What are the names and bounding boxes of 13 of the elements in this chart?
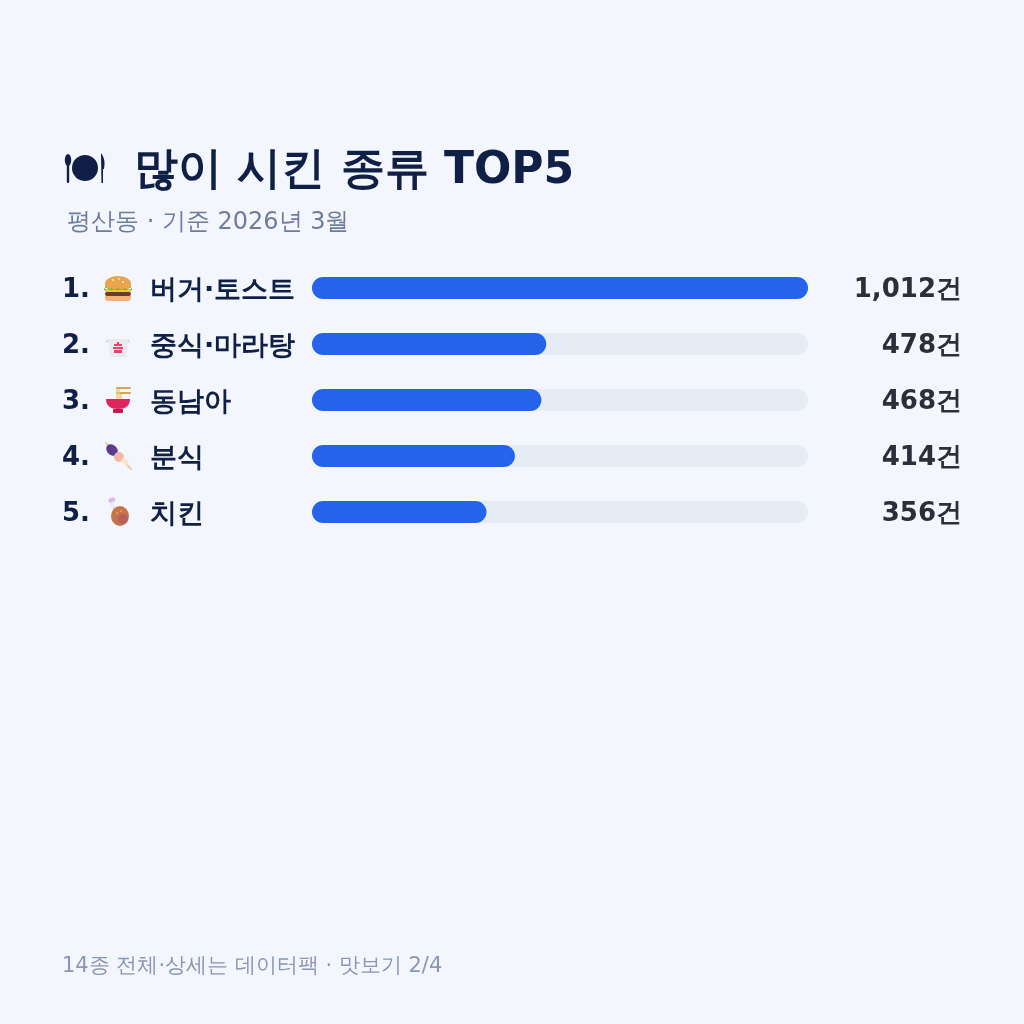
chart-subtitle: 평산동 · 기준 2026년 3월 (67, 207, 350, 235)
text: 14종 전체·상세는 데이터팩 · 맛보기 2/4 (62, 952, 443, 977)
data-label: 1,012건 (853, 273, 962, 303)
chart-title: 많이 시킨 종류 TOP5 (134, 141, 575, 193)
category-label: 3. 동남아 (62, 384, 231, 416)
category-label: 2. 중식·마라탕 (62, 328, 296, 360)
data-label: 478건 (881, 329, 962, 359)
category-label: 5. 치킨 (62, 496, 204, 528)
category-label: 1. 버거·토스트 (62, 272, 296, 304)
data-label: 356건 (881, 497, 962, 527)
data-label: 468건 (881, 385, 962, 415)
category-label: 4. 분식 (62, 440, 204, 472)
data-label: 414건 (881, 441, 962, 471)
